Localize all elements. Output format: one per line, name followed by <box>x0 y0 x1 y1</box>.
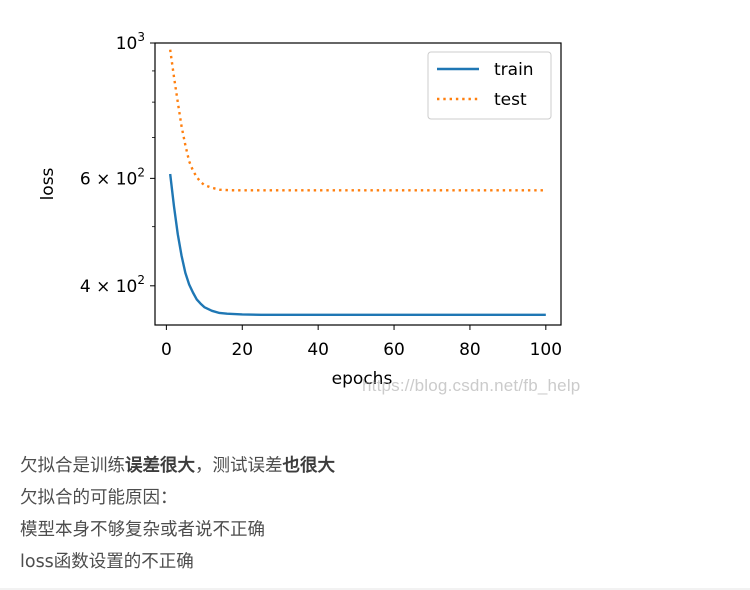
x-tick-label: 80 <box>459 340 481 360</box>
x-tick-label: 40 <box>307 340 329 360</box>
article-line-3: 模型本身不够复杂或者说不正确 <box>20 520 265 540</box>
y-tick-label: 103 <box>116 30 145 54</box>
y-axis-label: loss <box>38 167 58 200</box>
x-axis-label: epochs <box>332 369 393 389</box>
line1-part2: ，测试误差 <box>195 456 283 476</box>
line1-bold2: 也很大 <box>282 456 336 476</box>
series-line-train <box>168 173 546 317</box>
legend-label-train: train <box>494 60 534 80</box>
watermark: https://blog.csdn.net/fb_help <box>362 376 581 395</box>
chart-canvas: 0 20 40 60 80 100 4 × 102 6 × 102 103 epochs loss t… <box>38 30 562 389</box>
article-line-2: 欠拟合的可能原因： <box>20 488 178 508</box>
loss-chart: 0 20 40 60 80 100 4 × 102 6 × 102 103 epochs loss t… <box>38 30 562 389</box>
x-tick-label: 100 <box>530 340 562 360</box>
line1-bold1: 误差很大 <box>125 456 195 476</box>
plot-frame <box>154 42 562 326</box>
bottom-divider <box>0 588 750 590</box>
article-line-1: 欠拟合是训练误差很大，测试误差也很大 <box>20 450 740 482</box>
x-tick-label: 0 <box>161 340 172 360</box>
y-tick-label: 4 × 102 <box>80 273 145 297</box>
article-body: 欠拟合是训练误差很大，测试误差也很大 欠拟合的可能原因： 模型本身不够复杂或者说… <box>20 450 740 578</box>
x-tick-label: 20 <box>231 340 253 360</box>
article-line-4: loss函数设置的不正确 <box>20 552 194 572</box>
legend-label-test: test <box>494 90 527 110</box>
x-tick-label: 60 <box>383 340 405 360</box>
line1-part1: 欠拟合是训练 <box>20 456 125 476</box>
y-tick-label: 6 × 102 <box>80 165 145 189</box>
